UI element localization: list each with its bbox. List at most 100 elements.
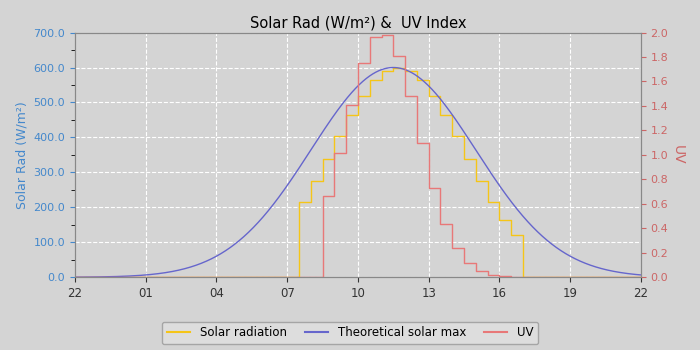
UV	[236, 275, 244, 279]
Solar radiation	[165, 275, 174, 279]
Solar radiation	[260, 275, 268, 279]
UV	[424, 186, 433, 190]
Solar radiation	[177, 275, 186, 279]
Solar radiation	[401, 69, 410, 73]
Solar radiation	[424, 93, 433, 98]
UV	[389, 54, 398, 58]
UV	[106, 275, 115, 279]
Solar radiation	[566, 275, 574, 279]
UV	[401, 94, 410, 98]
UV	[71, 275, 79, 279]
Solar radiation	[531, 275, 539, 279]
Theoretical solar max	[174, 268, 182, 272]
Solar radiation	[83, 275, 91, 279]
Solar radiation	[283, 275, 291, 279]
Solar radiation	[271, 275, 279, 279]
Solar radiation	[307, 179, 315, 183]
Solar radiation	[484, 199, 492, 204]
Title: Solar Rad (W/m²) &  UV Index: Solar Rad (W/m²) & UV Index	[250, 15, 466, 30]
UV	[212, 275, 220, 279]
UV	[589, 275, 598, 279]
UV	[578, 275, 586, 279]
Solar radiation	[448, 134, 456, 139]
Solar radiation	[295, 199, 303, 204]
Theoretical solar max	[389, 65, 398, 70]
Solar radiation	[224, 275, 232, 279]
Solar radiation	[189, 275, 197, 279]
Solar radiation	[94, 275, 103, 279]
UV	[507, 275, 515, 279]
Solar radiation	[519, 275, 527, 279]
UV	[613, 275, 622, 279]
Solar radiation	[318, 157, 327, 161]
Solar radiation	[460, 157, 468, 161]
UV	[365, 35, 374, 39]
Solar radiation	[578, 275, 586, 279]
UV	[495, 274, 503, 279]
Theoretical solar max	[71, 275, 79, 279]
UV	[141, 275, 150, 279]
Theoretical solar max	[439, 100, 447, 105]
Solar radiation	[153, 275, 162, 279]
UV	[271, 275, 279, 279]
UV	[83, 275, 91, 279]
UV	[295, 275, 303, 279]
Solar radiation	[601, 275, 610, 279]
UV	[531, 275, 539, 279]
Solar radiation	[377, 69, 386, 73]
UV	[354, 61, 362, 65]
UV	[307, 275, 315, 279]
Theoretical solar max	[410, 72, 419, 76]
UV	[625, 275, 634, 279]
Solar radiation	[637, 275, 645, 279]
Solar radiation	[130, 275, 138, 279]
Y-axis label: UV: UV	[671, 145, 685, 165]
Line: UV: UV	[75, 35, 641, 277]
Solar radiation	[236, 275, 244, 279]
UV	[153, 275, 162, 279]
UV	[342, 103, 351, 107]
Solar radiation	[365, 78, 374, 83]
UV	[260, 275, 268, 279]
Solar radiation	[200, 275, 209, 279]
UV	[413, 141, 421, 145]
Theoretical solar max	[637, 273, 645, 277]
UV	[200, 275, 209, 279]
UV	[448, 246, 456, 250]
Solar radiation	[118, 275, 127, 279]
UV	[118, 275, 127, 279]
Solar radiation	[495, 217, 503, 222]
UV	[283, 275, 291, 279]
UV	[377, 33, 386, 37]
UV	[94, 275, 103, 279]
Solar radiation	[542, 275, 551, 279]
UV	[177, 275, 186, 279]
UV	[519, 275, 527, 279]
UV	[165, 275, 174, 279]
Legend: Solar radiation, Theoretical solar max, UV: Solar radiation, Theoretical solar max, …	[162, 322, 538, 344]
UV	[554, 275, 563, 279]
UV	[224, 275, 232, 279]
UV	[542, 275, 551, 279]
Solar radiation	[330, 134, 339, 139]
UV	[436, 222, 445, 226]
Solar radiation	[106, 275, 115, 279]
Line: Solar radiation: Solar radiation	[75, 68, 641, 277]
UV	[566, 275, 574, 279]
Solar radiation	[625, 275, 634, 279]
Solar radiation	[554, 275, 563, 279]
Solar radiation	[389, 65, 398, 70]
UV	[248, 275, 256, 279]
Theoretical solar max	[287, 177, 295, 182]
Line: Theoretical solar max: Theoretical solar max	[75, 68, 641, 277]
Solar radiation	[141, 275, 150, 279]
Solar radiation	[589, 275, 598, 279]
Y-axis label: Solar Rad (W/m²): Solar Rad (W/m²)	[15, 101, 28, 209]
UV	[472, 269, 480, 273]
UV	[130, 275, 138, 279]
UV	[330, 150, 339, 155]
UV	[637, 275, 645, 279]
Solar radiation	[212, 275, 220, 279]
Theoretical solar max	[493, 180, 501, 184]
Solar radiation	[354, 93, 362, 98]
